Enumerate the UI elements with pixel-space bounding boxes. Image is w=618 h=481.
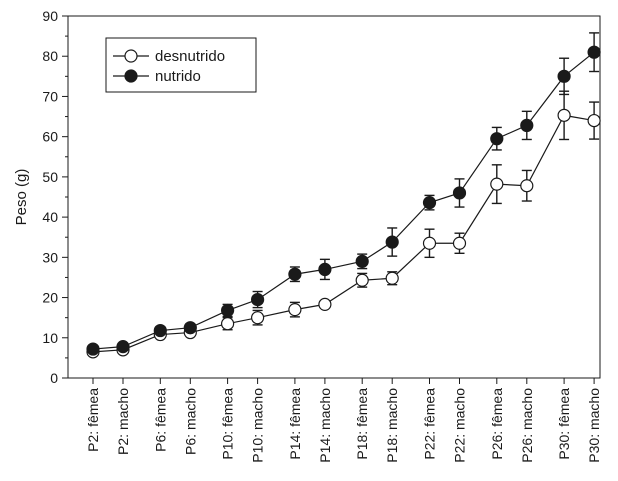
x-tick-label: P14: macho	[317, 388, 333, 463]
data-point-nutrido	[153, 323, 167, 338]
data-point-nutrido	[183, 321, 197, 335]
x-tick-label: P10: fêmea	[220, 388, 236, 460]
x-tick-label: P30: fêmea	[556, 388, 572, 460]
y-tick-label-70: 70	[42, 88, 58, 104]
data-point-nutrido	[318, 262, 332, 276]
data-point-nutrido	[355, 254, 369, 268]
x-tick-label: P14: fêmea	[287, 388, 303, 460]
data-point-desnutrido	[221, 317, 235, 331]
x-tick-label: P26: fêmea	[489, 388, 505, 460]
x-tick-label: P18: fêmea	[354, 388, 370, 460]
y-tick-label-90: 90	[42, 8, 58, 24]
data-point-nutrido	[490, 132, 504, 146]
data-point-nutrido	[520, 118, 534, 133]
y-axis: 0 10 20 30 40 50 60 70 80 90	[42, 8, 68, 386]
data-point-desnutrido	[422, 236, 437, 250]
x-tick-label: P30: macho	[586, 388, 602, 463]
data-point-nutrido	[221, 303, 235, 318]
data-point-desnutrido	[355, 273, 369, 287]
data-point-nutrido	[452, 186, 467, 200]
series-layer	[86, 32, 601, 359]
data-point-desnutrido	[385, 271, 399, 285]
data-point-nutrido	[422, 196, 437, 210]
series-line-nutrido	[92, 51, 595, 350]
data-point-nutrido	[251, 292, 265, 307]
legend-marker-nutrido	[124, 69, 138, 83]
data-point-nutrido	[116, 340, 130, 354]
data-point-nutrido	[557, 69, 571, 83]
x-axis: P2: fêmea P2: macho P6: fêmea P6: macho P10:…	[85, 378, 602, 463]
data-point-desnutrido	[251, 311, 265, 325]
data-point-nutrido	[385, 235, 399, 249]
y-tick-label-40: 40	[42, 209, 58, 225]
y-tick-label-60: 60	[42, 129, 58, 145]
data-point-nutrido	[288, 267, 302, 281]
x-tick-label: P18: macho	[384, 388, 400, 463]
data-point-nutrido	[587, 45, 601, 59]
series-line-desnutrido	[92, 114, 595, 353]
legend-marker-desnutrido	[124, 49, 138, 63]
y-tick-label-0: 0	[50, 370, 58, 386]
y-tick-label-10: 10	[42, 330, 58, 346]
data-point-desnutrido	[288, 303, 302, 317]
x-tick-label: P2: macho	[115, 388, 131, 455]
y-tick-label-20: 20	[42, 290, 58, 306]
legend: desnutrido nutrido	[105, 37, 257, 93]
y-tick-label-50: 50	[42, 169, 58, 185]
data-point-desnutrido	[318, 297, 332, 311]
data-point-desnutrido	[452, 236, 467, 250]
data-point-desnutrido	[520, 179, 534, 193]
x-tick-label: P6: fêmea	[152, 388, 168, 452]
y-tick-label-80: 80	[42, 48, 58, 64]
data-point-desnutrido	[587, 113, 601, 128]
legend-label-nutrido: nutrido	[155, 68, 201, 85]
x-tick-label: P22: fêmea	[422, 388, 438, 460]
legend-box	[105, 37, 257, 93]
x-tick-label: P2: fêmea	[85, 388, 101, 452]
y-tick-label-30: 30	[42, 249, 58, 265]
legend-label-desnutrido: desnutrido	[155, 48, 225, 65]
data-point-nutrido	[86, 342, 100, 356]
x-tick-label: P26: macho	[519, 388, 535, 463]
x-tick-label: P10: macho	[250, 388, 266, 463]
y-axis-title: Peso (g)	[13, 169, 30, 226]
x-tick-label: P6: macho	[182, 388, 198, 455]
data-point-desnutrido	[557, 108, 571, 122]
x-tick-label: P22: macho	[452, 388, 468, 463]
data-point-desnutrido	[490, 177, 504, 191]
